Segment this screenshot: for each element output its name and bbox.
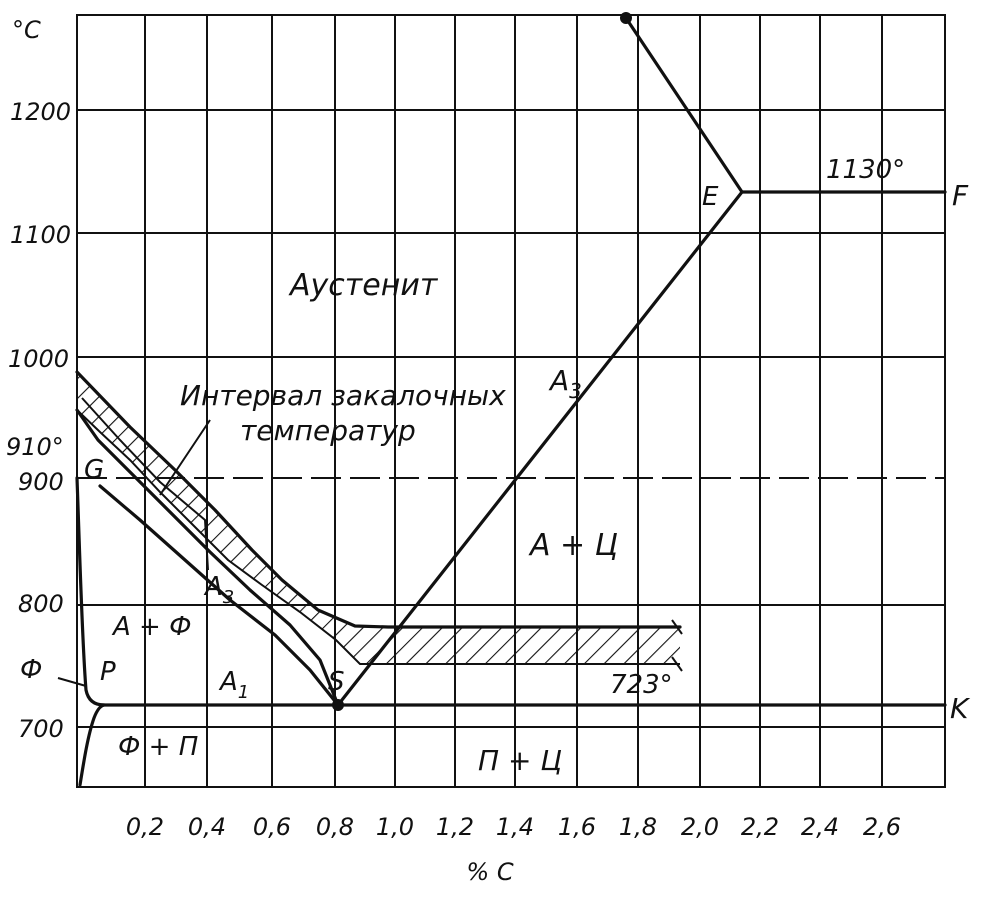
point-k-label: K	[950, 692, 971, 725]
hardening-label: Интервал закалочных температур	[159, 379, 506, 496]
hardening-pointer	[159, 419, 211, 496]
top-point-marker	[620, 12, 632, 24]
phase-lines	[57, 12, 947, 787]
point-e-label: E	[702, 182, 719, 212]
ferrite-pointer	[57, 677, 87, 687]
x-tick-2.6: 2,6	[863, 813, 901, 841]
t723-label: 723°	[610, 670, 673, 700]
y-tick-900: 900	[18, 468, 64, 496]
x-tick-2.0: 2,0	[681, 813, 719, 841]
hardening-inner-border	[81, 397, 209, 571]
hardening-label-line2: температур	[240, 414, 416, 447]
x-tick-1.6: 1,6	[558, 813, 596, 841]
point-p-label: P	[100, 657, 116, 687]
x-tick-1.8: 1,8	[619, 813, 657, 841]
p-plus-c-label: П + Ц	[478, 744, 562, 777]
a-plus-f-label: А + Ф	[111, 612, 191, 642]
f-plus-p-label: Ф + П	[118, 732, 198, 762]
x-tick-1.0: 1,0	[376, 813, 414, 841]
x-unit: % C	[466, 858, 513, 886]
point-g-label: G	[84, 455, 104, 485]
hardening-zone-hypoeutectoid	[77, 372, 680, 664]
y-tick-1100: 1100	[10, 221, 71, 249]
a-plus-c-label: А + Ц	[528, 528, 618, 563]
y-tick-700: 700	[18, 715, 64, 743]
x-tick-0.4: 0,4	[188, 813, 226, 841]
point-s-marker	[332, 699, 344, 711]
solvus-upper-line	[624, 16, 744, 194]
a3-right-label: A3	[548, 364, 582, 403]
x-tick-2.4: 2,4	[801, 813, 839, 841]
horizontal-gridlines	[77, 109, 945, 728]
hardening-end-upper	[671, 619, 683, 635]
line-labels: A3 A3 A1 1130° 723°	[203, 155, 905, 703]
y-axis: °C 1200 1100 1000 910° 900 800 700	[6, 16, 71, 743]
hardening-label-line1: Интервал закалочных	[180, 379, 506, 412]
point-s-label: S	[328, 667, 345, 697]
y-unit: °C	[12, 16, 41, 44]
t1130-label: 1130°	[826, 155, 905, 185]
hardening-interval	[75, 370, 683, 672]
y-tick-1000: 1000	[8, 345, 69, 373]
point-labels: G P S E F K	[84, 179, 971, 725]
x-tick-1.2: 1,2	[436, 813, 474, 841]
x-axis: 0,2 0,4 0,6 0,8 1,0 1,2 1,4 1,6 1,8 2,0 …	[126, 813, 901, 886]
austenite-label: Аустенит	[288, 268, 439, 303]
a1-label: A1	[218, 667, 249, 703]
y-tick-910: 910°	[6, 433, 64, 461]
point-f-label: F	[952, 179, 969, 212]
ferrite-label: Ф	[20, 655, 42, 685]
x-tick-0.8: 0,8	[316, 813, 354, 841]
hardening-upper-curve	[75, 370, 682, 629]
gp-line	[98, 484, 340, 707]
hardening-end-lower	[671, 656, 683, 672]
acm-line	[336, 190, 744, 707]
x-tick-2.2: 2,2	[741, 813, 779, 841]
x-tick-1.4: 1,4	[496, 813, 534, 841]
hardening-lower-curve	[76, 409, 680, 665]
y-tick-1200: 1200	[10, 98, 71, 126]
ferrite-boundary	[75, 476, 106, 707]
y-tick-800: 800	[18, 590, 64, 618]
solubility-line	[78, 703, 106, 787]
phase-labels: Аустенит А + Ц А + Ф Ф + П П + Ц Ф	[20, 268, 618, 777]
a3-left-label: A3	[203, 572, 234, 608]
x-tick-0.2: 0,2	[126, 813, 164, 841]
a3-line-gs	[75, 408, 340, 707]
x-tick-0.6: 0,6	[253, 813, 291, 841]
